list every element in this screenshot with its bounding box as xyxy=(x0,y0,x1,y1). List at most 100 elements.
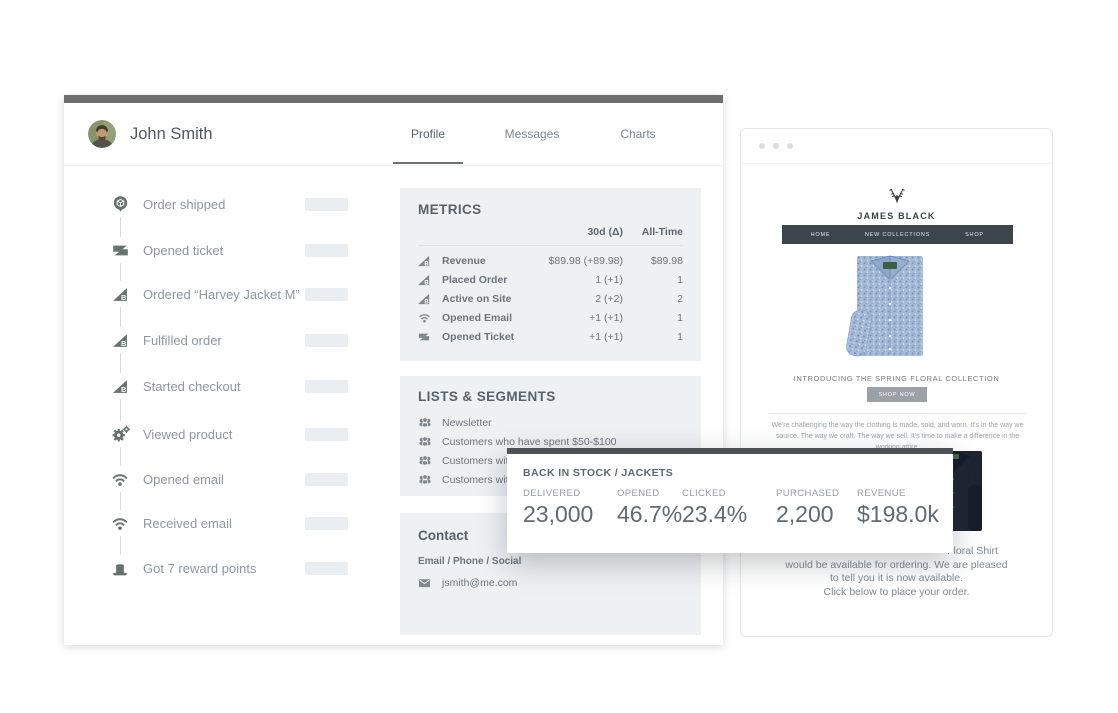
people-icon xyxy=(418,435,432,448)
avatar xyxy=(88,120,116,148)
email-body-text: We're challenging the way the clothing i… xyxy=(771,422,1024,451)
metric-alltime-value: 1 xyxy=(677,311,683,324)
shop-now-button[interactable]: SHOP NOW xyxy=(867,387,927,402)
metrics-column-headers: 30d (Δ) All-Time xyxy=(418,226,683,238)
window-dot xyxy=(787,143,793,149)
timeline-connector xyxy=(120,447,121,466)
bigcommerce-icon xyxy=(418,274,430,286)
bigcommerce-icon xyxy=(418,255,430,267)
bottom-line-1: Floral Shirt xyxy=(947,545,998,557)
tophat-icon xyxy=(112,560,128,577)
timeline-event-order-shipped[interactable]: Order shipped xyxy=(64,191,723,217)
brand-logo-block: JAMES BLACK xyxy=(741,185,1052,221)
stat-label: DELIVERED xyxy=(523,488,581,499)
metric-alltime-value: 2 xyxy=(677,292,683,305)
timestamp-placeholder xyxy=(305,244,348,257)
stat-label: CLICKED xyxy=(682,488,726,499)
list-item-label: Customers with 1 xyxy=(442,454,524,467)
timeline-event-opened-ticket[interactable]: Opened ticket xyxy=(64,237,723,263)
metric-row-placed-order: Placed Order 1 (+1) 1 xyxy=(418,270,683,289)
list-item-customers-4[interactable]: Customers with 1 xyxy=(418,470,683,489)
nav-new-collections[interactable]: NEW COLLECTIONS xyxy=(864,231,931,238)
profile-name: John Smith xyxy=(130,125,213,143)
metric-label: Active on Site xyxy=(442,292,512,305)
timeline-event-label: Opened ticket xyxy=(143,243,224,258)
stat-clicked: CLICKED 23.4% xyxy=(682,488,776,528)
bottom-line-3: to tell you it is now available. xyxy=(829,572,964,584)
contact-title: Contact xyxy=(418,528,469,543)
timeline-connector xyxy=(120,399,121,421)
stat-label: OPENED xyxy=(617,488,660,499)
metric-alltime-value: 1 xyxy=(677,330,683,343)
nav-home[interactable]: HOME xyxy=(810,231,831,238)
people-icon xyxy=(418,454,432,467)
broadcast-icon xyxy=(111,514,129,532)
bottom-line-2: would be available for ordering. We are … xyxy=(785,558,1008,571)
bigcommerce-icon xyxy=(418,293,430,305)
brand-name: JAMES BLACK xyxy=(857,211,936,221)
timeline-event-label: Opened email xyxy=(143,472,224,487)
metric-30d-value: 1 (+1) xyxy=(595,273,623,286)
timestamp-placeholder xyxy=(305,288,348,301)
envelope-icon xyxy=(418,577,431,589)
list-item-spent[interactable]: Customers who have spent $50-$100 xyxy=(418,432,683,451)
campaign-stats-card: BACK IN STOCK / JACKETS DELIVERED 23,000… xyxy=(507,448,953,553)
email-preview-window: JAMES BLACK HOME NEW COLLECTIONS SHOP xyxy=(740,128,1053,637)
list-item-customers-3[interactable]: Customers with 1 xyxy=(418,451,683,470)
contact-email-row[interactable]: jsmith@me.com xyxy=(418,577,683,589)
metric-label: Opened Ticket xyxy=(442,330,515,343)
timeline-event-viewed-product[interactable]: Viewed product xyxy=(64,421,723,447)
tab-charts[interactable]: Charts xyxy=(620,127,656,141)
timestamp-placeholder xyxy=(305,517,348,530)
stat-value: $198.0k xyxy=(857,501,939,527)
metric-30d-value: +1 (+1) xyxy=(589,330,623,343)
metric-label: Placed Order xyxy=(442,273,508,286)
timeline-event-label: Order shipped xyxy=(143,197,226,212)
timeline-event-opened-email[interactable]: Opened email xyxy=(64,466,723,492)
email-divider xyxy=(769,413,1026,414)
timestamp-placeholder xyxy=(305,562,348,575)
stat-value: 46.7% xyxy=(617,501,683,527)
zendesk-icon xyxy=(112,242,129,259)
timeline-event-label: Viewed product xyxy=(143,427,233,442)
email-bottom-text: Floral Shirt would be available for orde… xyxy=(741,545,1052,599)
nav-shop[interactable]: SHOP xyxy=(965,231,984,238)
stat-delivered: DELIVERED 23,000 xyxy=(523,488,617,528)
list-item-label: Newsletter xyxy=(442,416,492,429)
stat-value: 2,200 xyxy=(776,501,834,527)
timeline-event-ordered[interactable]: Ordered “Harvey Jacket M” xyxy=(64,281,723,307)
campaign-title: BACK IN STOCK / JACKETS xyxy=(523,467,674,479)
floral-shirt-image xyxy=(845,250,933,375)
metrics-panel: METRICS 30d (Δ) All-Time Revenue $89.98 … xyxy=(400,188,701,361)
stat-value: 23,000 xyxy=(523,501,594,527)
metrics-divider xyxy=(418,245,683,246)
timestamp-placeholder xyxy=(305,334,348,347)
profile-header: John Smith Profile Messages Charts xyxy=(64,103,723,166)
metric-alltime-value: 1 xyxy=(677,273,683,286)
timeline-event-label: Fulfilled order xyxy=(143,333,222,348)
tab-messages[interactable]: Messages xyxy=(504,127,560,141)
list-item-newsletter[interactable]: Newsletter xyxy=(418,413,683,432)
people-icon xyxy=(418,473,432,486)
timeline-connector xyxy=(120,536,121,555)
window-dot xyxy=(773,143,779,149)
metric-30d-value: +1 (+1) xyxy=(589,311,623,324)
avatar-photo xyxy=(88,120,116,148)
timeline-event-received-email[interactable]: Received email xyxy=(64,510,723,536)
bigcommerce-icon xyxy=(113,333,128,348)
list-item-label: Customers with 1 xyxy=(442,473,524,486)
timeline-event-fulfilled-order[interactable]: Fulfilled order xyxy=(64,327,723,353)
timeline-event-reward-points[interactable]: Got 7 reward points xyxy=(64,555,723,581)
stat-revenue: REVENUE $198.0k xyxy=(857,488,953,528)
timestamp-placeholder xyxy=(305,473,348,486)
metric-label: Revenue xyxy=(442,254,486,267)
tab-profile[interactable]: Profile xyxy=(410,127,446,141)
timeline-connector xyxy=(120,307,121,327)
metric-row-opened-ticket: Opened Ticket +1 (+1) 1 xyxy=(418,327,683,346)
list-item-label: Customers who have spent $50-$100 xyxy=(442,435,617,448)
lists-title: LISTS & SEGMENTS xyxy=(418,389,556,404)
timeline-event-started-checkout[interactable]: Started checkout xyxy=(64,373,723,399)
stats-card-top-bar xyxy=(507,448,953,454)
metrics-col-alltime: All-Time xyxy=(641,226,683,238)
